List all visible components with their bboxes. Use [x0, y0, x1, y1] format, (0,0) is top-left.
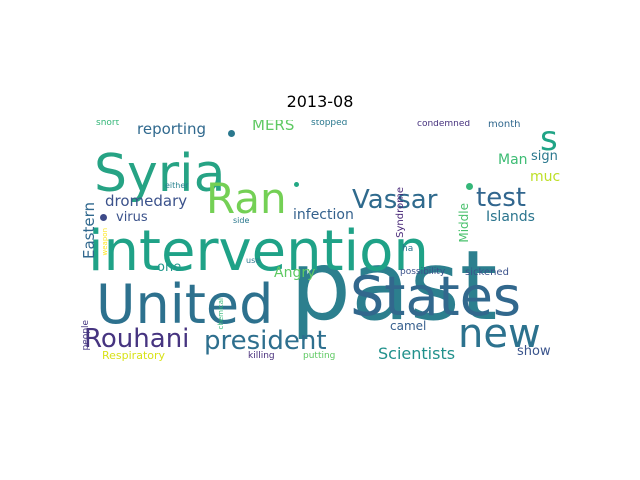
word-ran: Ran: [206, 174, 287, 223]
word-putting: putting: [303, 351, 336, 361]
word-test: test: [476, 183, 526, 213]
word-middle: Middle: [457, 203, 471, 243]
word-sickened: sickened: [465, 267, 509, 278]
word-show: show: [517, 344, 551, 359]
word-use: use: [246, 256, 261, 265]
word-dromedary: dromedary: [105, 192, 188, 210]
word-man: Man: [498, 152, 528, 168]
word-camel: camel: [390, 319, 427, 333]
word-president: president: [204, 326, 327, 356]
word-eastern: Eastern: [80, 202, 98, 260]
word-s: s: [540, 120, 558, 159]
word-ha: ha: [402, 244, 414, 254]
word-respiratory: Respiratory: [102, 349, 166, 362]
word-new: new: [458, 311, 541, 357]
word-syndrome: Syndrome: [395, 187, 406, 238]
word-cloud-dot: [228, 130, 235, 137]
word-either: either: [165, 181, 189, 190]
word-united: United: [96, 273, 274, 336]
word-mers: MERS: [252, 120, 295, 134]
word-month: month: [488, 120, 521, 130]
word-stopped: stopped: [311, 120, 348, 128]
word-condemned: condemned: [417, 120, 471, 129]
word-cloud: past Syria intervention United States Ran s new…: [80, 120, 560, 365]
word-side: side: [233, 216, 250, 225]
word-sign: sign: [531, 149, 558, 164]
word-scientists: Scientists: [378, 344, 456, 363]
word-past: past: [290, 230, 498, 342]
word-killing: killing: [248, 351, 275, 361]
word-angry: Angry: [274, 265, 316, 281]
word-reporting: reporting: [137, 120, 207, 138]
word-rouhani: Rouhani: [84, 324, 190, 354]
word-much: much: [530, 169, 560, 185]
word-one: one: [157, 260, 182, 275]
word-cloud-dot: [100, 214, 107, 221]
chart-title: 2013-08: [286, 92, 354, 111]
word-chemical: chemical: [217, 298, 225, 330]
word-syria: Syria: [94, 144, 226, 204]
word-islands: Islands: [486, 209, 535, 225]
word-virus: virus: [116, 210, 148, 225]
word-short: short: [96, 120, 120, 128]
word-cloud-dot: [294, 182, 299, 187]
word-infection: infection: [293, 207, 354, 223]
word-intervention: intervention: [88, 219, 429, 284]
word-vassar: Vassar: [352, 185, 438, 215]
word-weapon: weapon: [101, 228, 109, 256]
word-states: States: [350, 265, 522, 328]
word-people: people: [81, 320, 91, 351]
word-possibility: possibility: [400, 267, 446, 277]
word-cloud-dot: [466, 183, 473, 190]
